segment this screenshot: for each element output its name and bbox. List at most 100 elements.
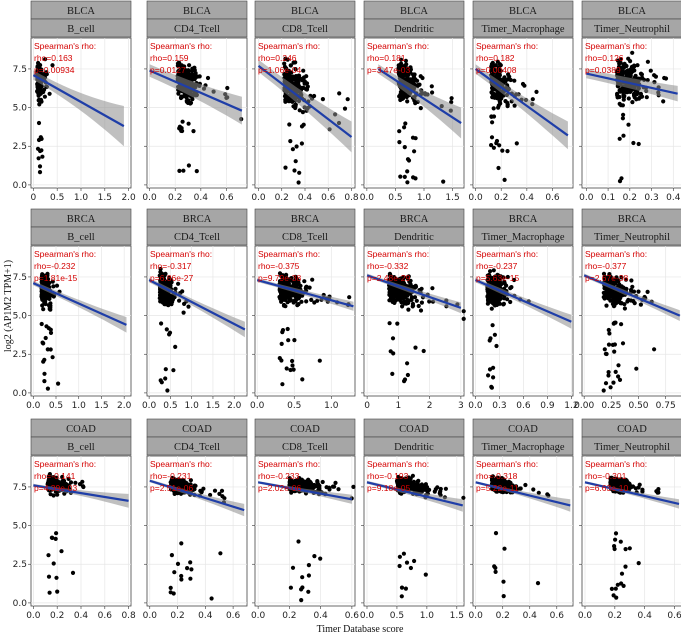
data-point xyxy=(612,544,617,549)
data-point xyxy=(399,594,404,599)
strip-cell-label: Timer_Neutrophil xyxy=(594,442,670,453)
data-point xyxy=(630,100,635,105)
data-point xyxy=(283,165,288,170)
spearman-label: Spearman's rho: xyxy=(476,249,538,259)
data-point xyxy=(283,56,288,61)
data-point xyxy=(489,300,494,305)
data-point xyxy=(163,376,168,381)
data-point xyxy=(38,135,43,140)
data-point xyxy=(409,297,414,302)
data-point xyxy=(158,266,163,272)
data-point xyxy=(499,93,504,98)
data-point xyxy=(609,586,615,592)
data-point xyxy=(500,148,505,153)
data-point xyxy=(177,124,182,129)
data-point xyxy=(400,304,405,309)
x-tick-label: 1.5 xyxy=(445,193,459,203)
data-point xyxy=(402,125,407,130)
x-tick-label: 0.0 xyxy=(250,401,265,411)
x-tick-label: 0.0 xyxy=(469,611,484,621)
data-point xyxy=(163,271,168,276)
x-tick-label: 0.6 xyxy=(321,193,336,203)
data-point xyxy=(420,75,425,81)
data-point xyxy=(491,106,496,111)
data-point xyxy=(48,307,53,312)
data-point xyxy=(621,69,626,74)
panel-BLCA-B_cell: BLCA B_cell 0 0.5 1.0 1.5 2.0 0.0 2.5 5.0 7.5 Spear… xyxy=(13,0,136,203)
data-point xyxy=(292,338,297,343)
x-tick-label: 1.5 xyxy=(94,401,108,411)
data-point xyxy=(49,535,55,540)
strip-cell xyxy=(472,18,574,38)
rho-value: rho=-0.332 xyxy=(367,261,409,271)
data-point xyxy=(299,124,305,129)
x-tick-label: 0.5 xyxy=(390,611,404,621)
data-point xyxy=(300,377,305,382)
data-point xyxy=(504,283,509,288)
data-point xyxy=(42,379,47,384)
data-point xyxy=(405,361,410,366)
data-point xyxy=(621,93,626,98)
data-point xyxy=(291,300,296,305)
x-tick-label: 0.4 xyxy=(666,193,681,203)
regression-line xyxy=(32,74,125,128)
x-tick-label: 0.5 xyxy=(163,401,177,411)
data-point xyxy=(169,280,174,285)
data-point xyxy=(284,96,289,101)
strip-cell-label: Timer_Macrophage xyxy=(481,442,564,453)
data-point xyxy=(626,122,631,127)
data-point xyxy=(187,63,192,68)
data-point xyxy=(294,276,299,281)
panel-BRCA-Timer_Neutrophil: BRCA Timer_Neutrophil 0.00 0.25 0.50 0.75 Spea… xyxy=(574,208,681,411)
spearman-label: Spearman's rho: xyxy=(367,249,429,259)
data-point xyxy=(37,170,43,175)
data-point xyxy=(601,388,606,393)
x-tick-label: 0.0 xyxy=(468,193,483,203)
data-point xyxy=(491,375,496,380)
data-point xyxy=(184,99,189,104)
x-tick-label: 0.4 xyxy=(520,193,535,203)
data-point xyxy=(159,380,164,385)
data-point xyxy=(645,289,650,294)
x-tick-label: 0.5 xyxy=(388,193,402,203)
data-point xyxy=(505,100,510,105)
rho-value: rho=-0.377 xyxy=(585,261,627,271)
strip-cell-label: Timer_Macrophage xyxy=(481,24,564,35)
data-point xyxy=(158,299,163,304)
panel-BRCA-CD8_Tcell: BRCA CD8_Tcell 0.0 0.5 1.0 Spearman's rho: rho… xyxy=(250,208,356,411)
x-tick-label: 0.1 xyxy=(601,193,615,203)
data-point xyxy=(279,296,285,302)
data-point xyxy=(617,88,622,93)
data-point xyxy=(638,302,644,307)
data-point xyxy=(35,89,40,94)
data-point xyxy=(296,81,301,86)
data-point xyxy=(508,299,513,305)
data-point xyxy=(604,303,609,308)
x-tick-label: 0.2 xyxy=(168,193,182,203)
x-tick-label: 0.6 xyxy=(550,611,565,621)
data-point xyxy=(333,480,338,485)
panel-BRCA-Dendritic: BRCA Dendritic 0 1 2 3 Spearman's rho: rho=-0.3… xyxy=(361,208,466,411)
data-point xyxy=(168,300,173,305)
data-point xyxy=(312,93,317,99)
data-point xyxy=(171,591,176,596)
strip-cell-label: CD8_Tcell xyxy=(282,442,328,453)
strip-cell-label: Dendritic xyxy=(394,24,434,35)
data-point xyxy=(629,484,634,490)
data-point xyxy=(661,99,666,104)
data-point xyxy=(297,108,302,113)
data-point xyxy=(622,302,627,307)
data-point xyxy=(626,96,631,101)
data-point xyxy=(617,101,622,106)
data-point xyxy=(612,342,618,347)
data-point xyxy=(489,143,494,148)
strip-cell-label: CD4_Tcell xyxy=(174,24,220,35)
x-tick-label: 0.4 xyxy=(638,611,653,621)
data-point xyxy=(280,382,285,387)
regression-line xyxy=(256,278,354,308)
data-point xyxy=(295,303,300,308)
plot-area xyxy=(581,37,681,189)
data-point xyxy=(633,486,638,491)
x-tick-label: 0.9 xyxy=(540,401,555,411)
data-point xyxy=(395,321,400,326)
